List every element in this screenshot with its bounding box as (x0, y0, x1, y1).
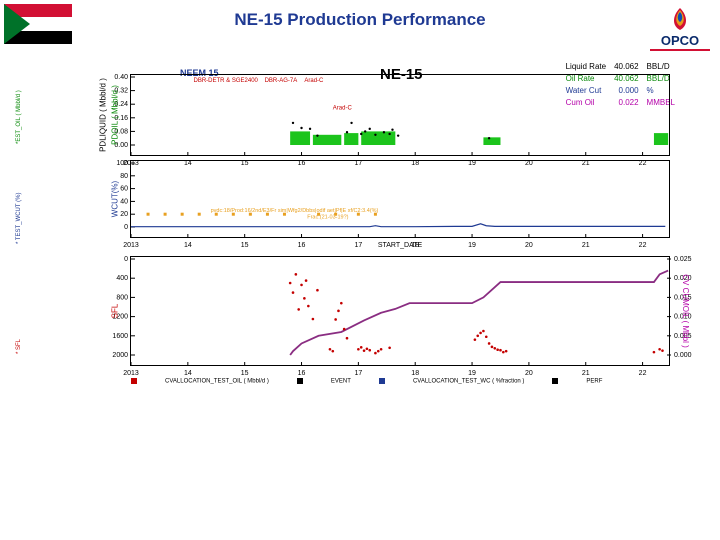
xlabel-start-date: START_DATE (378, 242, 422, 249)
svg-text:40: 40 (120, 198, 128, 205)
svg-text:60: 60 (120, 186, 128, 193)
svg-text:DBR-AG-7A: DBR-AG-7A (265, 78, 298, 84)
svg-text:14: 14 (184, 370, 192, 377)
svg-text:0.025: 0.025 (674, 256, 692, 263)
svg-text:0: 0 (124, 224, 128, 231)
svg-text:16: 16 (298, 242, 306, 249)
page: OPCO NE-15 Production Performance NEEM 1… (0, 0, 720, 540)
panel-sfl-cum: SFL CV CUMOIL ( Mbbl ) 04008001200160020… (130, 256, 670, 366)
side-label-sfl: * SFL (16, 339, 22, 354)
ylabel-sfl: SFL (111, 304, 120, 319)
ylabel-wcut: WCUT(%) (111, 181, 120, 217)
svg-text:17: 17 (354, 242, 362, 249)
svg-text:400: 400 (116, 275, 128, 282)
svg-text:20: 20 (120, 211, 128, 218)
svg-text:100: 100 (116, 160, 128, 167)
svg-text:2000: 2000 (112, 352, 128, 359)
logo-text: OPCO (650, 34, 710, 47)
side-label-test-wcut: * TEST_WCUT (%) (16, 193, 22, 244)
svg-text:19: 19 (468, 370, 476, 377)
svg-text:2013: 2013 (123, 370, 139, 377)
chart-area: NEEM 15 NE-15 Liquid Rate40.062BBL/DOil … (70, 74, 690, 370)
svg-text:18: 18 (411, 370, 419, 377)
svg-text:15: 15 (241, 370, 249, 377)
svg-text:22: 22 (639, 242, 647, 249)
svg-text:14: 14 (184, 242, 192, 249)
side-label-est-oil: *EST_OIL ( Mbbl/d ) (16, 90, 22, 144)
panel-production: PDOIL ( Mbbl/d ) PDLIQUID ( Mbbl/d ) 0.0… (130, 74, 670, 156)
svg-text:DBR-DETR & SGE2400: DBR-DETR & SGE2400 (194, 78, 259, 84)
svg-text:1600: 1600 (112, 333, 128, 340)
svg-text:21: 21 (582, 370, 590, 377)
svg-text:pvdc:18/Prod:16/2nd/E3/Fr sim|: pvdc:18/Prod:16/2nd/E3/Fr sim|Wfg2/Dbbs|… (211, 208, 379, 214)
svg-text:19: 19 (468, 242, 476, 249)
svg-text:22: 22 (639, 370, 647, 377)
svg-text:Arad-C: Arad-C (333, 105, 353, 111)
svg-text:17: 17 (354, 370, 362, 377)
svg-text:0: 0 (124, 256, 128, 263)
svg-text:2013: 2013 (123, 242, 139, 249)
logo-underline (650, 49, 710, 51)
svg-text:20: 20 (525, 370, 533, 377)
svg-text:Frac:(21-03-19?): Frac:(21-03-19?) (307, 215, 348, 221)
svg-text:800: 800 (116, 294, 128, 301)
svg-text:15: 15 (241, 242, 249, 249)
svg-text:16: 16 (298, 370, 306, 377)
panel-wcut: WCUT(%) 020406080100pvdc:18/Prod:16/2nd/… (130, 160, 670, 238)
svg-text:80: 80 (120, 173, 128, 180)
ylabel-pdliq: PDLIQUID ( Mbbl/d ) (99, 78, 108, 152)
ylabel-cumoil: CV CUMOIL ( Mbbl ) (681, 274, 690, 348)
page-title: NE-15 Production Performance (0, 10, 720, 30)
svg-text:20: 20 (525, 242, 533, 249)
svg-text:21: 21 (582, 242, 590, 249)
svg-text:Arad-C: Arad-C (304, 78, 324, 84)
svg-text:0.000: 0.000 (674, 352, 692, 359)
ylabel-pdoil: PDOIL ( Mbbl/d ) (111, 85, 120, 145)
bottom-legend: CVALLOCATION_TEST_OIL ( Mbbl/d )EVENTCVA… (131, 378, 669, 385)
svg-text:0.40: 0.40 (114, 74, 128, 81)
